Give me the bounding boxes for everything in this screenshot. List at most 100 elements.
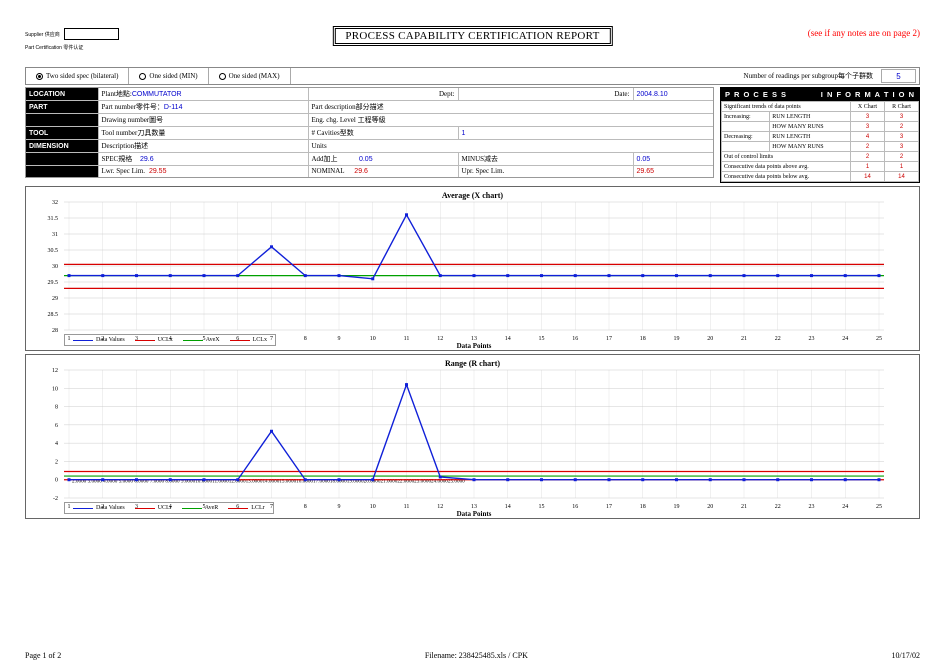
svg-text:8: 8 [55, 405, 58, 411]
proc-row-r: 1 [885, 162, 919, 172]
units-label: Units [308, 140, 713, 153]
form-main: LOCATION Plant地點:COMMUTATOR Dept: Date: … [25, 87, 714, 178]
svg-text:5: 5 [203, 336, 206, 342]
cavities-value: 1 [458, 127, 713, 140]
svg-text:22: 22 [775, 336, 781, 342]
svg-text:2: 2 [55, 459, 58, 465]
svg-text:25: 25 [876, 336, 882, 342]
svg-text:2: 2 [101, 336, 104, 342]
proc-row-r: 3 [885, 132, 919, 142]
lwr-label: Lwr. Spec Lim. [102, 167, 146, 175]
svg-text:12: 12 [437, 504, 443, 510]
date-label: Date: [614, 90, 629, 98]
proc-info-hdr-b: I N F O R M A T I O N [821, 90, 915, 99]
svg-text:24: 24 [842, 336, 848, 342]
svg-text:18: 18 [640, 336, 646, 342]
svg-text:Data Points: Data Points [457, 342, 492, 350]
svg-text:28: 28 [52, 328, 58, 334]
svg-text:20: 20 [707, 336, 713, 342]
supplier-label: Supplier 供应商 [25, 31, 60, 38]
proc-row-label: Consecutive data points above avg. [722, 162, 851, 172]
part-cert-label: Part Certification 零件认证 [25, 44, 920, 51]
svg-text:12: 12 [52, 368, 58, 374]
svg-text:10: 10 [52, 386, 58, 392]
radio-icon [139, 73, 146, 80]
radio-bilateral-label: Two sided spec (bilateral) [46, 72, 118, 80]
svg-text:15: 15 [539, 336, 545, 342]
radio-bilateral[interactable]: Two sided spec (bilateral) [26, 72, 128, 80]
svg-text:11: 11 [404, 336, 410, 342]
radio-icon [219, 73, 226, 80]
svg-text:17: 17 [606, 336, 612, 342]
page-footer: Page 1 of 2 Filename: 238425485.xls / CP… [25, 651, 920, 660]
proc-row-label: Consecutive data points below avg. [722, 172, 851, 182]
svg-text:10: 10 [370, 504, 376, 510]
svg-text:19: 19 [674, 336, 680, 342]
r-chart-title: Range (R chart) [26, 355, 919, 368]
svg-text:19: 19 [674, 504, 680, 510]
proc-row-x: 3 [851, 112, 885, 122]
radio-min[interactable]: One sided (MIN) [129, 72, 207, 80]
x-chart: Average (X chart) 2828.52929.53030.53131… [25, 186, 920, 351]
svg-text:23: 23 [809, 336, 815, 342]
supplier-input-box [64, 28, 119, 40]
location-header: LOCATION [26, 88, 98, 101]
page2-note: (see if any notes are on page 2) [808, 28, 920, 38]
proc-row-x: 14 [851, 172, 885, 182]
footer-left: Page 1 of 2 [25, 651, 61, 660]
svg-text:18: 18 [640, 504, 646, 510]
svg-text:3: 3 [135, 504, 138, 510]
proc-row-x: 2 [851, 142, 885, 152]
lwr-value: 29.55 [149, 168, 167, 175]
svg-text:31: 31 [52, 232, 58, 238]
spec-type-row: Two sided spec (bilateral) One sided (MI… [25, 67, 920, 85]
svg-text:5: 5 [203, 504, 206, 510]
svg-text:16: 16 [572, 336, 578, 342]
plant-value: COMMUTATOR [132, 91, 182, 98]
svg-text:32: 32 [52, 200, 58, 206]
svg-text:-2: -2 [53, 496, 58, 502]
svg-text:21: 21 [741, 336, 747, 342]
proc-row-r: 3 [885, 112, 919, 122]
upr-label: Upr. Spec Lim. [458, 166, 633, 177]
part-header: PART [26, 101, 98, 114]
radio-max[interactable]: One sided (MAX) [209, 72, 290, 80]
svg-text:22: 22 [775, 504, 781, 510]
footer-right: 10/17/02 [892, 651, 920, 660]
proc-row-r: 14 [885, 172, 919, 182]
proc-row-sublabel: RUN LENGTH [770, 112, 851, 122]
minus-label: MINUS减去 [458, 153, 633, 166]
svg-text:12: 12 [437, 336, 443, 342]
dept-label: Dept: [308, 88, 458, 101]
add-value: 0.05 [359, 156, 373, 163]
svg-text:30: 30 [52, 264, 58, 270]
footer-center: Filename: 238425485.xls / CPK [425, 651, 528, 660]
svg-text:9: 9 [338, 336, 341, 342]
svg-text:6: 6 [236, 504, 239, 510]
radio-max-label: One sided (MAX) [229, 72, 280, 80]
svg-text:8: 8 [304, 336, 307, 342]
partdesc-label: Part description部分描述 [308, 101, 713, 114]
svg-text:29: 29 [52, 296, 58, 302]
svg-text:7: 7 [270, 336, 273, 342]
svg-text:Data Points: Data Points [457, 510, 492, 518]
r-chart-plot: -202468101212345678910111213141516171819… [64, 370, 901, 498]
proc-row-r: 2 [885, 122, 919, 132]
svg-text:11: 11 [404, 504, 410, 510]
svg-text:17: 17 [606, 504, 612, 510]
svg-text:6: 6 [55, 423, 58, 429]
x-chart-title: Average (X chart) [26, 187, 919, 200]
proc-row-x: 3 [851, 122, 885, 132]
date-value: 2004.8.10 [633, 88, 713, 101]
svg-text:20: 20 [707, 504, 713, 510]
svg-text:14: 14 [505, 504, 511, 510]
report-title: PROCESS CAPABILITY CERTIFICATION REPORT [334, 28, 610, 44]
proc-row-label: Decreasing: [722, 132, 770, 142]
desc-label: Description描述 [98, 140, 308, 153]
x-chart-plot: 2828.52929.53030.53131.53212345678910111… [64, 202, 901, 330]
proc-info-col2: X Chart [851, 102, 885, 112]
drawing-label: Drawing number圖号 [98, 114, 308, 127]
svg-text:29.5: 29.5 [48, 280, 59, 286]
svg-text:16: 16 [572, 504, 578, 510]
plant-label: Plant地點: [102, 90, 132, 98]
